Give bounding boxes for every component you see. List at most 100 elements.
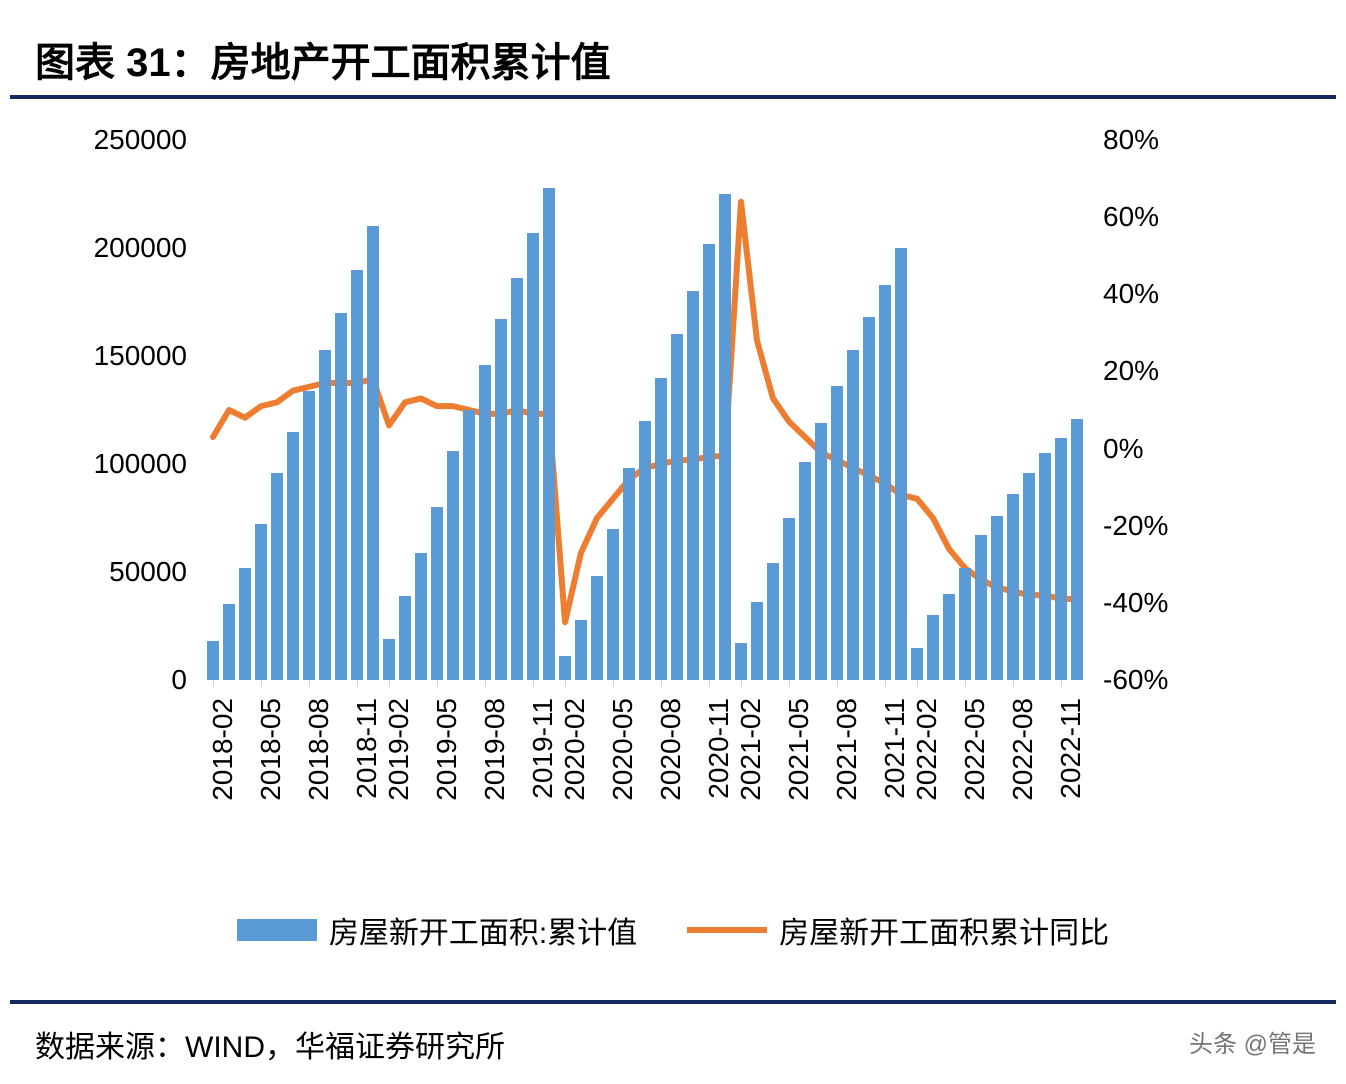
y-right-label: 20% xyxy=(1103,355,1159,387)
bar xyxy=(431,507,443,680)
bar xyxy=(367,226,379,680)
bar xyxy=(543,188,555,680)
bar xyxy=(1023,473,1035,680)
bar xyxy=(687,291,699,680)
bar xyxy=(655,378,667,680)
x-tick xyxy=(261,680,262,686)
bar xyxy=(239,568,251,680)
x-tick xyxy=(917,680,918,686)
bar xyxy=(815,423,827,680)
bar xyxy=(863,317,875,680)
x-tick xyxy=(437,680,438,686)
y-right-label: 40% xyxy=(1103,278,1159,310)
title-rule xyxy=(10,95,1336,99)
bar xyxy=(351,270,363,680)
legend-item-bar: 房屋新开工面积:累计值 xyxy=(237,908,637,952)
bar xyxy=(383,639,395,680)
bar xyxy=(415,553,427,680)
bottom-rule xyxy=(10,1000,1336,1004)
bar xyxy=(847,350,859,680)
x-tick xyxy=(885,680,886,686)
bar xyxy=(399,596,411,680)
x-axis-label: 2022-02 xyxy=(911,698,943,801)
y-left-label: 150000 xyxy=(94,340,187,372)
watermark: 头条 @管是 xyxy=(1189,1024,1316,1059)
bar xyxy=(527,233,539,680)
bar xyxy=(287,432,299,680)
x-tick xyxy=(213,680,214,686)
bar xyxy=(799,462,811,680)
x-axis-label: 2022-11 xyxy=(1055,698,1087,799)
bar xyxy=(991,516,1003,680)
data-source: 数据来源：WIND，华福证券研究所 xyxy=(35,1022,505,1066)
x-axis-label: 2019-02 xyxy=(383,698,415,801)
bar xyxy=(255,524,267,680)
x-axis-label: 2020-08 xyxy=(655,698,687,801)
bar xyxy=(703,244,715,680)
legend: 房屋新开工面积:累计值 房屋新开工面积累计同比 xyxy=(50,900,1296,960)
bar xyxy=(479,365,491,680)
bar xyxy=(223,604,235,680)
bar xyxy=(271,473,283,680)
bar xyxy=(751,602,763,680)
bar xyxy=(447,451,459,680)
x-axis-label: 2019-05 xyxy=(431,698,463,801)
y-left-label: 100000 xyxy=(94,448,187,480)
x-axis-label: 2021-02 xyxy=(735,698,767,801)
bar xyxy=(767,563,779,680)
x-axis-label: 2021-08 xyxy=(831,698,863,801)
legend-label-bar: 房屋新开工面积:累计值 xyxy=(329,908,637,952)
y-right-label: -40% xyxy=(1103,587,1168,619)
bar xyxy=(895,248,907,680)
x-tick xyxy=(533,680,534,686)
x-tick xyxy=(837,680,838,686)
x-axis-label: 2021-05 xyxy=(783,698,815,801)
bar xyxy=(591,576,603,680)
y-right-label: 60% xyxy=(1103,201,1159,233)
bar xyxy=(719,194,731,680)
bar xyxy=(463,410,475,680)
x-tick xyxy=(565,680,566,686)
bar xyxy=(671,334,683,680)
bar xyxy=(1055,438,1067,680)
bar xyxy=(783,518,795,680)
x-tick xyxy=(357,680,358,686)
x-axis-label: 2020-11 xyxy=(703,698,735,799)
plot-area: 050000100000150000200000250000-60%-40%-2… xyxy=(205,140,1085,680)
x-tick xyxy=(741,680,742,686)
x-axis-label: 2018-02 xyxy=(207,698,239,801)
y-left-label: 200000 xyxy=(94,232,187,264)
x-tick xyxy=(389,680,390,686)
x-tick xyxy=(965,680,966,686)
bar xyxy=(735,643,747,680)
x-axis-label: 2018-11 xyxy=(351,698,383,799)
y-right-label: -20% xyxy=(1103,510,1168,542)
legend-label-line: 房屋新开工面积累计同比 xyxy=(779,908,1109,952)
legend-item-line: 房屋新开工面积累计同比 xyxy=(687,908,1109,952)
bar xyxy=(1039,453,1051,680)
x-tick xyxy=(709,680,710,686)
y-right-label: -60% xyxy=(1103,664,1168,696)
chart-area: 050000100000150000200000250000-60%-40%-2… xyxy=(50,140,1296,960)
x-tick xyxy=(1013,680,1014,686)
y-right-label: 80% xyxy=(1103,124,1159,156)
chart-title: 图表 31：房地产开工面积累计值 xyxy=(35,30,611,88)
bar xyxy=(623,468,635,680)
x-axis-label: 2021-11 xyxy=(879,698,911,799)
x-tick xyxy=(613,680,614,686)
bar xyxy=(495,319,507,680)
bar xyxy=(639,421,651,680)
bar xyxy=(319,350,331,680)
bar xyxy=(207,641,219,680)
x-axis-label: 2020-02 xyxy=(559,698,591,801)
y-left-label: 250000 xyxy=(94,124,187,156)
x-tick xyxy=(1061,680,1062,686)
y-left-label: 50000 xyxy=(109,556,187,588)
x-tick xyxy=(485,680,486,686)
chart-container: 图表 31：房地产开工面积累计值 05000010000015000020000… xyxy=(0,0,1346,1084)
x-tick xyxy=(309,680,310,686)
bar xyxy=(879,285,891,680)
x-axis-label: 2019-08 xyxy=(479,698,511,801)
x-axis-label: 2018-08 xyxy=(303,698,335,801)
x-axis-label: 2022-08 xyxy=(1007,698,1039,801)
